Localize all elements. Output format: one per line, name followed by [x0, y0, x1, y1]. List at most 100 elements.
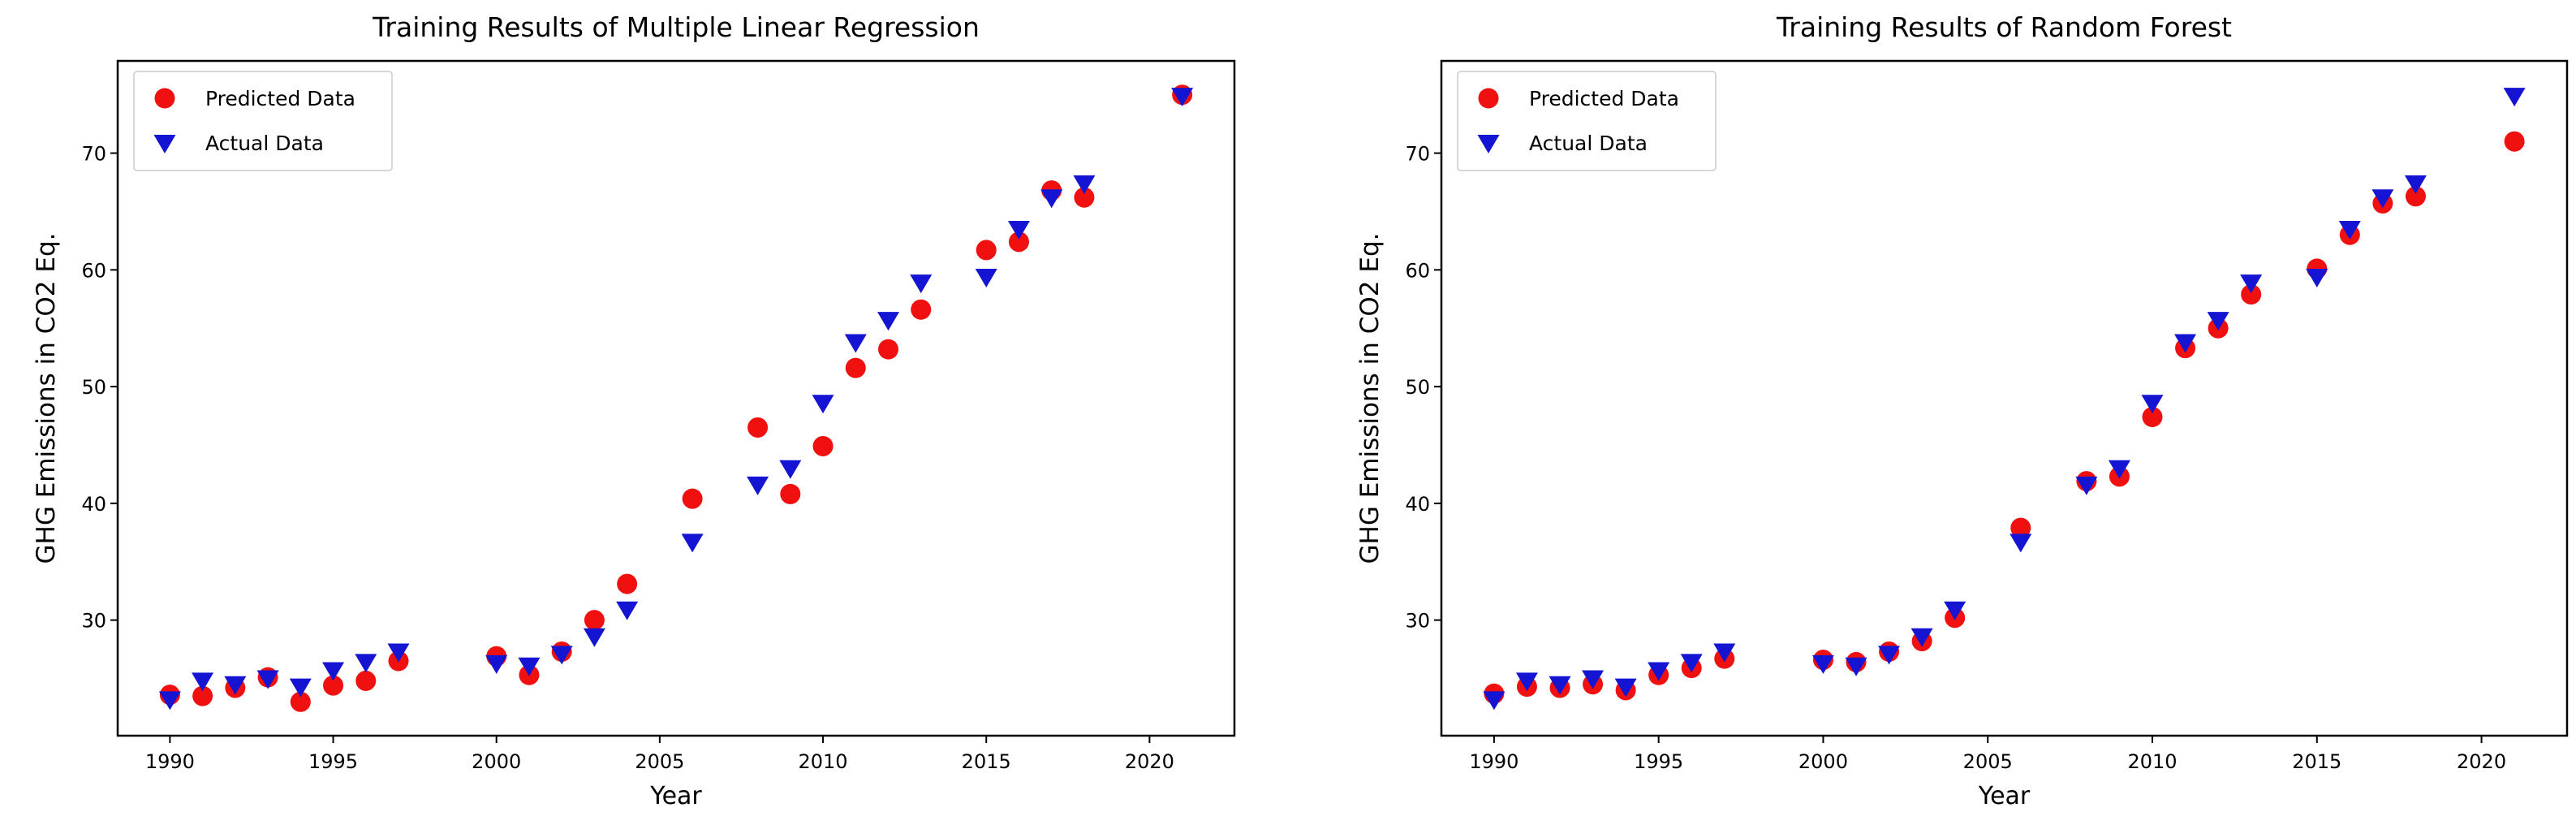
y-tick-label: 30 — [81, 610, 106, 633]
actual-point — [1811, 654, 1834, 674]
legend-predicted-label: Predicted Data — [1529, 87, 1679, 110]
chart-title-panel-1: Training Results of Random Forest — [1776, 11, 2232, 43]
predicted-point — [584, 610, 605, 631]
predicted-point — [290, 691, 311, 712]
legend-predicted-label: Predicted Data — [205, 87, 355, 110]
predicted-point — [2010, 517, 2031, 538]
actual-point — [2207, 312, 2229, 331]
actual-point — [1878, 646, 1901, 665]
actual-point — [616, 601, 639, 620]
actual-point — [583, 628, 605, 647]
actual-point — [1910, 628, 1933, 647]
actual-point — [2108, 460, 2130, 479]
legend-actual-marker — [153, 135, 176, 153]
actual-point — [1648, 662, 1670, 681]
x-tick-label: 2000 — [1798, 750, 1848, 773]
predicted-point — [1008, 231, 1029, 253]
legend-actual-marker — [1477, 135, 1500, 153]
actual-point — [192, 672, 214, 692]
x-tick-label: 2015 — [962, 750, 1011, 773]
predicted-point — [2142, 407, 2163, 428]
actual-point — [2404, 175, 2427, 194]
actual-point — [2010, 533, 2032, 553]
predicted-point — [355, 670, 377, 691]
predicted-point — [1074, 187, 1095, 208]
predicted-point — [2241, 284, 2262, 305]
actual-point — [1614, 678, 1637, 698]
actual-point — [1515, 672, 1538, 692]
actual-point — [1007, 221, 1030, 240]
y-tick-label: 60 — [81, 259, 106, 282]
chart-title-panel-0: Training Results of Multiple Linear Regr… — [372, 11, 980, 43]
actual-point — [1845, 657, 1867, 676]
predicted-point — [192, 685, 213, 706]
x-tick-label: 2010 — [799, 750, 848, 773]
actual-point — [2240, 274, 2263, 294]
actual-point — [779, 460, 802, 479]
predicted-point — [747, 417, 769, 438]
legend-actual-label: Actual Data — [1529, 132, 1648, 155]
predicted-point — [323, 675, 344, 696]
actual-point — [812, 395, 834, 414]
actual-point — [1171, 88, 1194, 107]
legend-box-panel-1 — [1457, 71, 1717, 171]
y-tick-label: 70 — [81, 143, 106, 166]
actual-point — [910, 274, 933, 294]
actual-point — [550, 646, 573, 665]
predicted-point — [2405, 186, 2426, 207]
predicted-point — [682, 488, 703, 509]
x-tick-label: 2000 — [472, 750, 521, 773]
predicted-point — [617, 573, 638, 594]
predicted-point — [2504, 131, 2525, 152]
predicted-point — [878, 339, 899, 360]
actual-point — [256, 670, 279, 689]
x-tick-label: 1995 — [1634, 750, 1683, 773]
y-tick-label: 40 — [81, 493, 106, 516]
actual-point — [1040, 189, 1063, 209]
x-tick-label: 2010 — [2127, 750, 2177, 773]
predicted-point — [845, 357, 866, 378]
predicted-point — [780, 483, 801, 504]
actual-point — [1713, 643, 1736, 663]
legend-predicted-marker — [1478, 88, 1499, 109]
predicted-point — [812, 435, 834, 456]
y-axis-label-panel-1: GHG Emissions in CO2 Eq. — [1355, 233, 1385, 564]
y-tick-label: 70 — [1405, 143, 1430, 166]
actual-point — [681, 533, 704, 553]
x-tick-label: 2005 — [635, 750, 684, 773]
actual-point — [1944, 601, 1966, 620]
x-tick-label: 2020 — [2457, 750, 2506, 773]
actual-point — [2174, 334, 2197, 353]
legend-actual-label: Actual Data — [205, 132, 324, 155]
actual-point — [1680, 654, 1703, 673]
actual-point — [355, 654, 377, 673]
legend-box-panel-0 — [133, 71, 393, 171]
actual-point — [1483, 691, 1506, 711]
actual-point — [1549, 676, 1571, 695]
y-tick-label: 50 — [81, 376, 106, 399]
x-tick-label: 1995 — [308, 750, 358, 773]
actual-point — [975, 268, 997, 287]
x-axis-label-panel-1: Year — [1978, 782, 2031, 810]
actual-point — [2141, 395, 2164, 414]
x-tick-label: 2005 — [1963, 750, 2013, 773]
actual-point — [2306, 268, 2328, 287]
actual-point — [2371, 189, 2394, 209]
x-tick-label: 1990 — [1469, 750, 1518, 773]
actual-point — [224, 676, 247, 695]
actual-point — [387, 643, 410, 663]
x-axis-label-panel-0: Year — [649, 782, 702, 810]
actual-point — [2338, 221, 2361, 240]
y-tick-label: 50 — [1405, 376, 1430, 399]
actual-point — [877, 312, 900, 331]
actual-point — [1582, 670, 1605, 689]
legend-predicted-marker — [154, 88, 175, 109]
actual-point — [518, 657, 541, 676]
actual-point — [2075, 476, 2098, 495]
y-tick-label: 30 — [1405, 610, 1430, 633]
x-tick-label: 1990 — [145, 750, 195, 773]
actual-point — [747, 476, 769, 495]
plot-area-panel-1 — [1440, 59, 2569, 737]
